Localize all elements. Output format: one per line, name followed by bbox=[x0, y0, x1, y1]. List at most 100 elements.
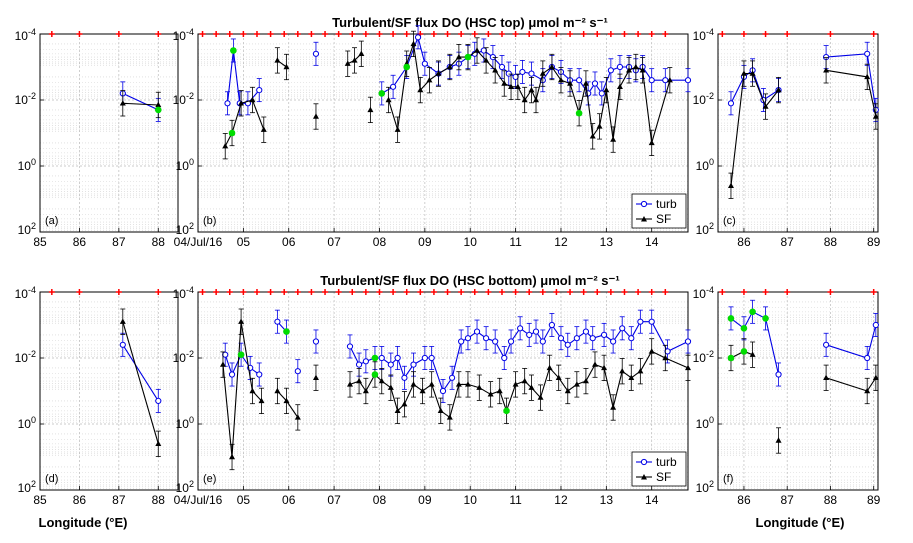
turb-point bbox=[628, 335, 635, 342]
sf-point bbox=[312, 374, 319, 380]
turb-point bbox=[483, 335, 490, 342]
plot-area bbox=[718, 292, 878, 490]
y-tick-label: 10-2 bbox=[15, 349, 36, 365]
plot-area bbox=[40, 34, 178, 232]
series-line-SF bbox=[122, 321, 159, 444]
legend-sf-label: SF bbox=[656, 470, 671, 484]
y-tick-label: 100 bbox=[176, 157, 194, 173]
x-tick-label: 06 bbox=[282, 235, 296, 249]
sf-point bbox=[539, 70, 546, 76]
x-tick-label: 06 bbox=[282, 493, 296, 507]
sf-point bbox=[775, 86, 782, 93]
sf-point bbox=[823, 374, 830, 380]
x-tick-label: 14 bbox=[645, 493, 659, 507]
turb-point bbox=[607, 67, 614, 74]
y-tick-label: 10-2 bbox=[173, 91, 194, 107]
turb-point bbox=[458, 338, 465, 345]
y-tick-label: 100 bbox=[696, 157, 714, 173]
panel-f: 10-4 10-2 100 102 86 87 88 89 (f) bbox=[693, 285, 881, 507]
sf-point bbox=[455, 53, 462, 60]
y-tick-label: 10-4 bbox=[15, 27, 36, 43]
y-tick-label: 100 bbox=[18, 157, 36, 173]
axes-frame bbox=[717, 33, 879, 233]
x-tick-label: 08 bbox=[373, 235, 387, 249]
highlight-point bbox=[575, 109, 583, 117]
legend-sf-label: SF bbox=[656, 212, 671, 226]
turb-point bbox=[294, 368, 301, 375]
x-tick-label: 87 bbox=[112, 493, 126, 507]
sf-point bbox=[648, 348, 655, 354]
highlight-point bbox=[237, 351, 245, 359]
sf-point bbox=[603, 86, 610, 93]
sf-point bbox=[619, 368, 626, 374]
sf-point bbox=[487, 391, 494, 397]
turb-point bbox=[823, 341, 830, 348]
sf-point bbox=[582, 80, 589, 86]
turb-point bbox=[598, 90, 605, 97]
x-tick-label: 86 bbox=[73, 235, 87, 249]
series-line-SF bbox=[122, 102, 159, 106]
sf-point bbox=[410, 40, 417, 47]
sf-point bbox=[521, 96, 528, 103]
legend-turb-marker bbox=[640, 200, 648, 208]
turb-point bbox=[589, 335, 596, 342]
sf-point bbox=[501, 80, 508, 86]
turb-point bbox=[492, 338, 499, 345]
sf-point bbox=[238, 318, 245, 324]
sf-point bbox=[823, 67, 830, 73]
highlight-point bbox=[230, 47, 237, 54]
y-tick-label: 100 bbox=[696, 415, 714, 431]
sf-point bbox=[155, 101, 162, 108]
sf-point bbox=[514, 83, 521, 89]
sf-point bbox=[249, 387, 256, 394]
y-tick-label: 100 bbox=[18, 415, 36, 431]
sf-point bbox=[528, 384, 535, 390]
turb-point bbox=[464, 335, 472, 342]
y-tick-label: 10-2 bbox=[693, 91, 714, 107]
sf-point bbox=[346, 381, 353, 387]
turb-point bbox=[548, 321, 555, 329]
sf-point bbox=[419, 387, 426, 394]
sf-point bbox=[274, 57, 281, 63]
x-tick-label: 07 bbox=[327, 493, 341, 507]
sf-point bbox=[596, 123, 603, 129]
sf-point bbox=[528, 86, 535, 93]
y-tick-label: 10-2 bbox=[693, 349, 714, 365]
turb-point bbox=[684, 338, 692, 345]
turb-point bbox=[727, 100, 735, 107]
sf-point bbox=[864, 73, 871, 80]
turb-point bbox=[362, 358, 369, 365]
axes-frame bbox=[39, 291, 179, 491]
sf-point bbox=[533, 96, 540, 103]
turb-point bbox=[480, 47, 487, 54]
sf-point bbox=[446, 414, 453, 420]
highlight-point bbox=[727, 315, 735, 322]
x-tick-label: 86 bbox=[737, 235, 751, 249]
x-tick-label: 85 bbox=[33, 235, 47, 249]
turb-point bbox=[664, 348, 671, 355]
sf-point bbox=[589, 133, 596, 139]
x-tick-label: 10 bbox=[464, 235, 478, 249]
sf-point bbox=[628, 374, 635, 380]
sf-point bbox=[401, 401, 408, 407]
sf-point bbox=[258, 397, 265, 404]
sf-point bbox=[344, 60, 351, 66]
x-tick-label: 11 bbox=[509, 235, 522, 249]
sf-point bbox=[312, 113, 319, 119]
x-tick-label: 87 bbox=[781, 235, 795, 249]
x-axis-label-right: Longitude (°E) bbox=[756, 515, 845, 530]
legend-turb-label: turb bbox=[656, 197, 677, 211]
highlight-point bbox=[371, 354, 379, 362]
turb-point bbox=[401, 374, 408, 381]
sf-point bbox=[601, 364, 608, 371]
sf-point bbox=[155, 440, 162, 446]
turb-point bbox=[564, 341, 571, 348]
y-tick-label: 10-4 bbox=[173, 27, 194, 43]
turb-point bbox=[648, 77, 655, 84]
sf-point bbox=[387, 384, 394, 390]
turb-point bbox=[539, 338, 546, 345]
turb-point bbox=[414, 34, 422, 41]
